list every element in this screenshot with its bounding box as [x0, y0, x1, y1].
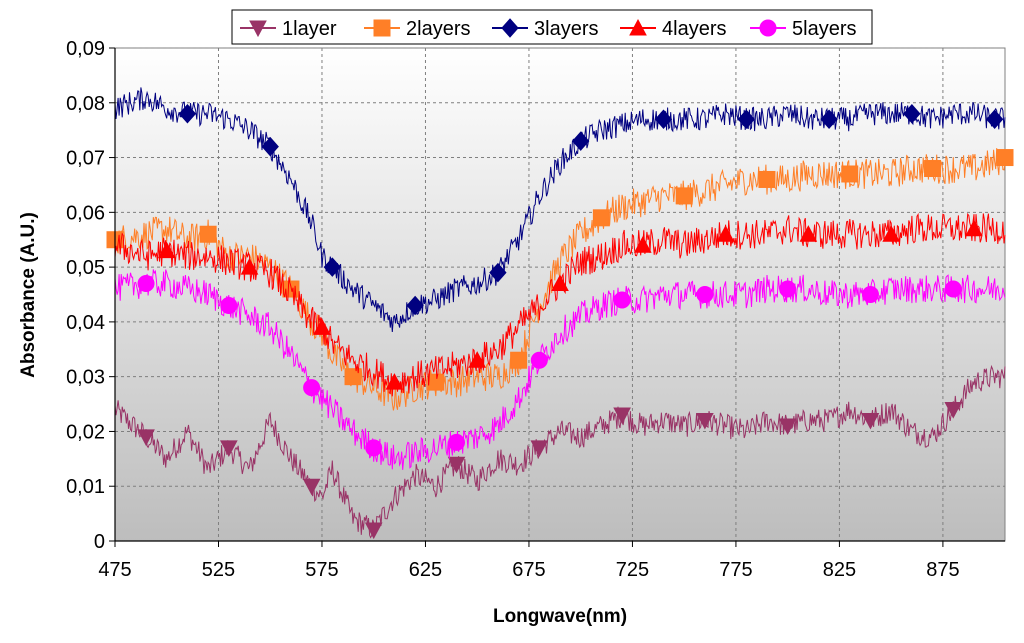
data-point-5layers	[696, 286, 714, 303]
y-tick-label: 0,07	[66, 148, 105, 170]
data-point-3layers	[903, 103, 921, 124]
legend-label-1layer: 1layer	[282, 18, 337, 40]
data-point-1layer	[364, 522, 383, 540]
data-point-1layer	[220, 440, 238, 457]
series-3layers	[114, 87, 1006, 333]
data-point-3layers	[178, 103, 197, 124]
x-tick-label: 675	[512, 559, 545, 581]
data-point-1layer	[696, 412, 714, 430]
data-point-4layers	[799, 225, 818, 242]
data-point-4layers	[313, 318, 331, 335]
y-tick-label: 0,01	[66, 476, 105, 498]
data-point-4layers	[965, 219, 983, 237]
data-point-4layers	[633, 236, 652, 253]
x-axis-title: Longwave(nm)	[493, 606, 627, 627]
data-point-3layers	[654, 109, 673, 129]
data-point-2layers	[924, 160, 942, 178]
data-point-2layers	[758, 170, 776, 188]
legend-label-2layers: 2layers	[406, 18, 470, 40]
data-point-3layers	[489, 262, 507, 283]
data-point-4layers	[551, 274, 569, 292]
data-point-2layers	[427, 373, 445, 391]
data-point-5layers	[365, 439, 383, 457]
data-point-3layers	[261, 136, 279, 157]
y-tick-label: 0	[94, 531, 105, 553]
legend: 1layer 2layers 3layers 4layers 5layers	[231, 9, 873, 45]
y-tick-label: 0,05	[66, 257, 105, 279]
x-tick-label: 875	[926, 559, 959, 581]
data-point-2layers	[592, 209, 610, 227]
data-point-5layers	[448, 433, 466, 451]
data-point-3layers	[820, 109, 838, 129]
data-point-5layers	[613, 291, 631, 309]
data-point-5layers	[861, 286, 879, 303]
x-tick-label: 575	[305, 559, 338, 581]
y-axis-title: Absorbance (A.U.)	[18, 212, 39, 378]
x-tick-label: 525	[202, 559, 235, 581]
data-point-1layer	[530, 440, 549, 457]
tick-labels: 0 0,01 0,02 0,03 0,04 0,05 0,06 0,07 0,08 0,09 475…	[66, 38, 960, 581]
data-point-5layers	[779, 280, 797, 298]
x-tick-label: 825	[823, 559, 856, 581]
data-point-1layer	[778, 418, 797, 436]
y-tick-label: 0,09	[66, 38, 105, 60]
legend-marker-2layers	[373, 19, 391, 37]
x-tick-label: 775	[719, 559, 752, 581]
data-point-2layers	[344, 368, 362, 386]
legend-marker-4layers	[629, 18, 647, 36]
series-layer	[106, 87, 1014, 540]
data-point-1layer	[302, 478, 321, 496]
legend-label-5layers: 5layers	[792, 18, 856, 40]
data-point-1layer	[447, 456, 466, 474]
data-point-4layers	[385, 373, 404, 390]
data-point-5layers	[303, 379, 321, 397]
y-tick-label: 0,06	[66, 202, 105, 224]
y-tick-label: 0,08	[66, 93, 105, 115]
data-point-5layers	[220, 296, 238, 314]
data-point-1layer	[944, 402, 963, 419]
data-point-2layers	[675, 187, 693, 205]
data-point-5layers	[530, 351, 548, 369]
axes	[109, 47, 1005, 547]
data-point-1layer	[137, 429, 155, 446]
legend-marker-5layers	[759, 19, 777, 37]
data-point-5layers	[944, 280, 962, 298]
data-point-4layers	[468, 351, 487, 368]
data-point-4layers	[882, 225, 900, 242]
series-line-1layer	[114, 364, 1006, 539]
series-4layers	[114, 212, 1006, 397]
y-tick-label: 0,03	[66, 367, 105, 389]
data-point-1layer	[613, 407, 631, 425]
data-point-2layers	[199, 225, 217, 243]
legend-label-4layers: 4layers	[662, 18, 726, 40]
y-tick-label: 0,04	[66, 312, 105, 334]
x-tick-label: 725	[616, 559, 649, 581]
legend-marker-1layer	[249, 20, 267, 38]
data-point-3layers	[323, 257, 341, 277]
series-5layers	[114, 269, 1006, 470]
legend-marker-3layers	[501, 18, 519, 38]
y-tick-label: 0,02	[66, 421, 105, 443]
data-point-3layers	[572, 131, 590, 151]
x-tick-label: 475	[98, 559, 131, 581]
data-point-2layers	[841, 165, 859, 183]
series-1layer	[114, 364, 1006, 540]
data-point-3layers	[406, 295, 424, 316]
data-point-5layers	[137, 275, 155, 293]
legend-label-3layers: 3layers	[534, 18, 598, 40]
series-line-5layers	[114, 269, 1006, 470]
series-line-3layers	[114, 87, 1006, 333]
data-point-4layers	[240, 258, 259, 275]
data-point-3layers	[985, 109, 1004, 129]
grid-lines	[115, 47, 1005, 541]
data-point-2layers	[510, 351, 528, 369]
data-point-3layers	[737, 109, 755, 129]
data-point-1layer	[861, 412, 880, 430]
data-point-4layers	[157, 241, 176, 259]
x-tick-label: 625	[409, 559, 442, 581]
data-point-2layers	[996, 149, 1014, 167]
data-point-4layers	[716, 225, 735, 242]
